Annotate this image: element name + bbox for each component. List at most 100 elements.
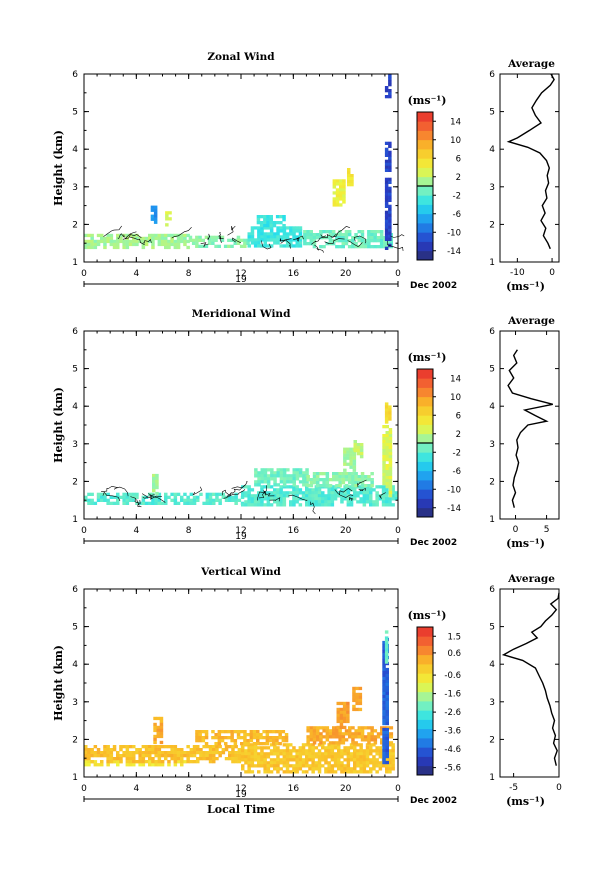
heat-cell-r1 [191, 241, 196, 245]
heat-cell-r0 [141, 239, 146, 244]
heat-cell-r3 [338, 230, 342, 234]
heat-cell-r4 [332, 732, 336, 736]
heat-cell-r2 [365, 761, 370, 765]
heat-cell-r3 [230, 733, 234, 737]
heat-cell-r0 [93, 242, 98, 247]
heat-cell-r5 [388, 446, 393, 450]
heat-cell-r2 [250, 749, 255, 753]
heatmap-cells [84, 630, 395, 774]
heat-cell-r1 [205, 751, 210, 755]
heat-cell-r0 [116, 245, 120, 250]
heat-cell-r3 [306, 478, 310, 482]
heat-cell-r9 [384, 237, 389, 241]
y-axis-label: Height (km) [52, 130, 65, 206]
heat-cell-r2 [257, 752, 261, 756]
contour-line [117, 233, 125, 239]
heat-cell-r4 [380, 741, 384, 745]
heat-cell-r8 [382, 700, 386, 705]
heat-cell-r0 [208, 498, 213, 502]
heat-cell-r3 [201, 736, 206, 740]
heat-cell-r2 [311, 767, 315, 771]
heat-cell-r2 [276, 235, 280, 239]
x-tick-label: 20 [340, 784, 352, 794]
heat-cell-r0 [135, 233, 139, 238]
heat-cell-r3 [309, 484, 314, 488]
heat-cell-r2 [388, 767, 392, 771]
heat-cell-r7 [353, 446, 357, 450]
heat-cell-r1 [188, 238, 193, 242]
heat-cell-r7 [352, 704, 356, 709]
contour-line [387, 240, 404, 251]
heat-cell-r1 [244, 503, 248, 507]
heat-cell-r1 [289, 485, 293, 489]
colorbar-segment [417, 747, 433, 757]
heat-cell-r8 [382, 715, 386, 720]
heat-cell-r1 [192, 760, 197, 764]
colorbar-tick-label: -10 [447, 228, 461, 238]
heat-cell-r5 [153, 205, 158, 209]
heat-cell-r1 [333, 497, 338, 501]
heat-cell-r1 [157, 751, 162, 755]
heat-cell-r7 [356, 452, 361, 456]
heat-cell-r1 [103, 745, 107, 749]
heat-cell-r5 [388, 476, 393, 480]
heat-cell-r0 [128, 498, 133, 502]
heat-cell-r2 [353, 767, 357, 771]
heat-cell-r7 [355, 695, 359, 700]
heat-cell-r0 [125, 233, 130, 238]
heat-cell-r2 [250, 755, 255, 759]
heat-cell-r5 [385, 443, 389, 447]
heat-cell-r0 [151, 242, 155, 247]
heat-cell-r2 [337, 767, 341, 771]
heat-cell-r8 [382, 667, 386, 672]
day-label: 19 [235, 275, 247, 285]
heat-cell-r3 [367, 475, 371, 479]
heat-cell-r1 [125, 760, 130, 764]
heat-cell-r9 [384, 168, 389, 172]
profile-y-tick-label: 3 [489, 440, 495, 450]
heat-cell-r2 [311, 761, 315, 765]
y-tick-label: 1 [72, 258, 78, 268]
heat-cell-r7 [359, 443, 364, 447]
heat-cell-r1 [109, 754, 114, 758]
contour-line [171, 226, 192, 239]
heat-cell-r4 [367, 726, 371, 730]
heat-cell-r2 [333, 758, 338, 762]
heat-cell-r2 [282, 232, 287, 236]
x-axis-label: Local Time [207, 803, 275, 816]
colorbar-tick-label: 2 [456, 173, 461, 183]
heat-cell-r1 [257, 497, 261, 501]
heat-cell-r2 [285, 244, 290, 248]
heat-cell-r5 [388, 479, 393, 483]
heat-cell-r2 [317, 764, 322, 768]
heat-cell-r0 [90, 242, 94, 247]
heat-cell-r4 [332, 729, 336, 733]
heat-cell-r5 [382, 449, 386, 453]
heat-cell-r2 [276, 746, 280, 750]
heat-cell-r4 [360, 726, 365, 730]
heat-cell-r0 [122, 501, 126, 505]
heat-cell-r0 [100, 763, 104, 767]
heat-cell-r2 [279, 244, 283, 248]
colorbar-tick-label: -2.6 [444, 708, 461, 718]
heat-cell-r8 [347, 183, 351, 187]
colorbar-segment [417, 452, 433, 462]
heat-cell-r2 [263, 244, 267, 248]
colorbar-tick-label: -6 [453, 467, 461, 477]
heat-cell-r9 [384, 225, 389, 229]
y-tick-label: 5 [72, 365, 78, 375]
heat-cell-r1 [276, 494, 280, 498]
heat-cell-r1 [189, 754, 194, 758]
heat-cell-r3 [312, 236, 317, 240]
heat-cell-r3 [259, 736, 263, 740]
heat-cell-r1 [100, 751, 104, 755]
heat-cell-r3 [243, 742, 247, 746]
heat-cell-r4 [348, 729, 352, 733]
heat-cell-r1 [269, 503, 274, 507]
heat-cell-r4 [348, 735, 352, 739]
heat-cell-r4 [344, 732, 349, 736]
heat-cell-r0 [148, 763, 152, 767]
heat-cell-r7 [353, 440, 357, 444]
heat-cell-r1 [276, 488, 280, 492]
heat-cell-r5 [385, 425, 389, 429]
